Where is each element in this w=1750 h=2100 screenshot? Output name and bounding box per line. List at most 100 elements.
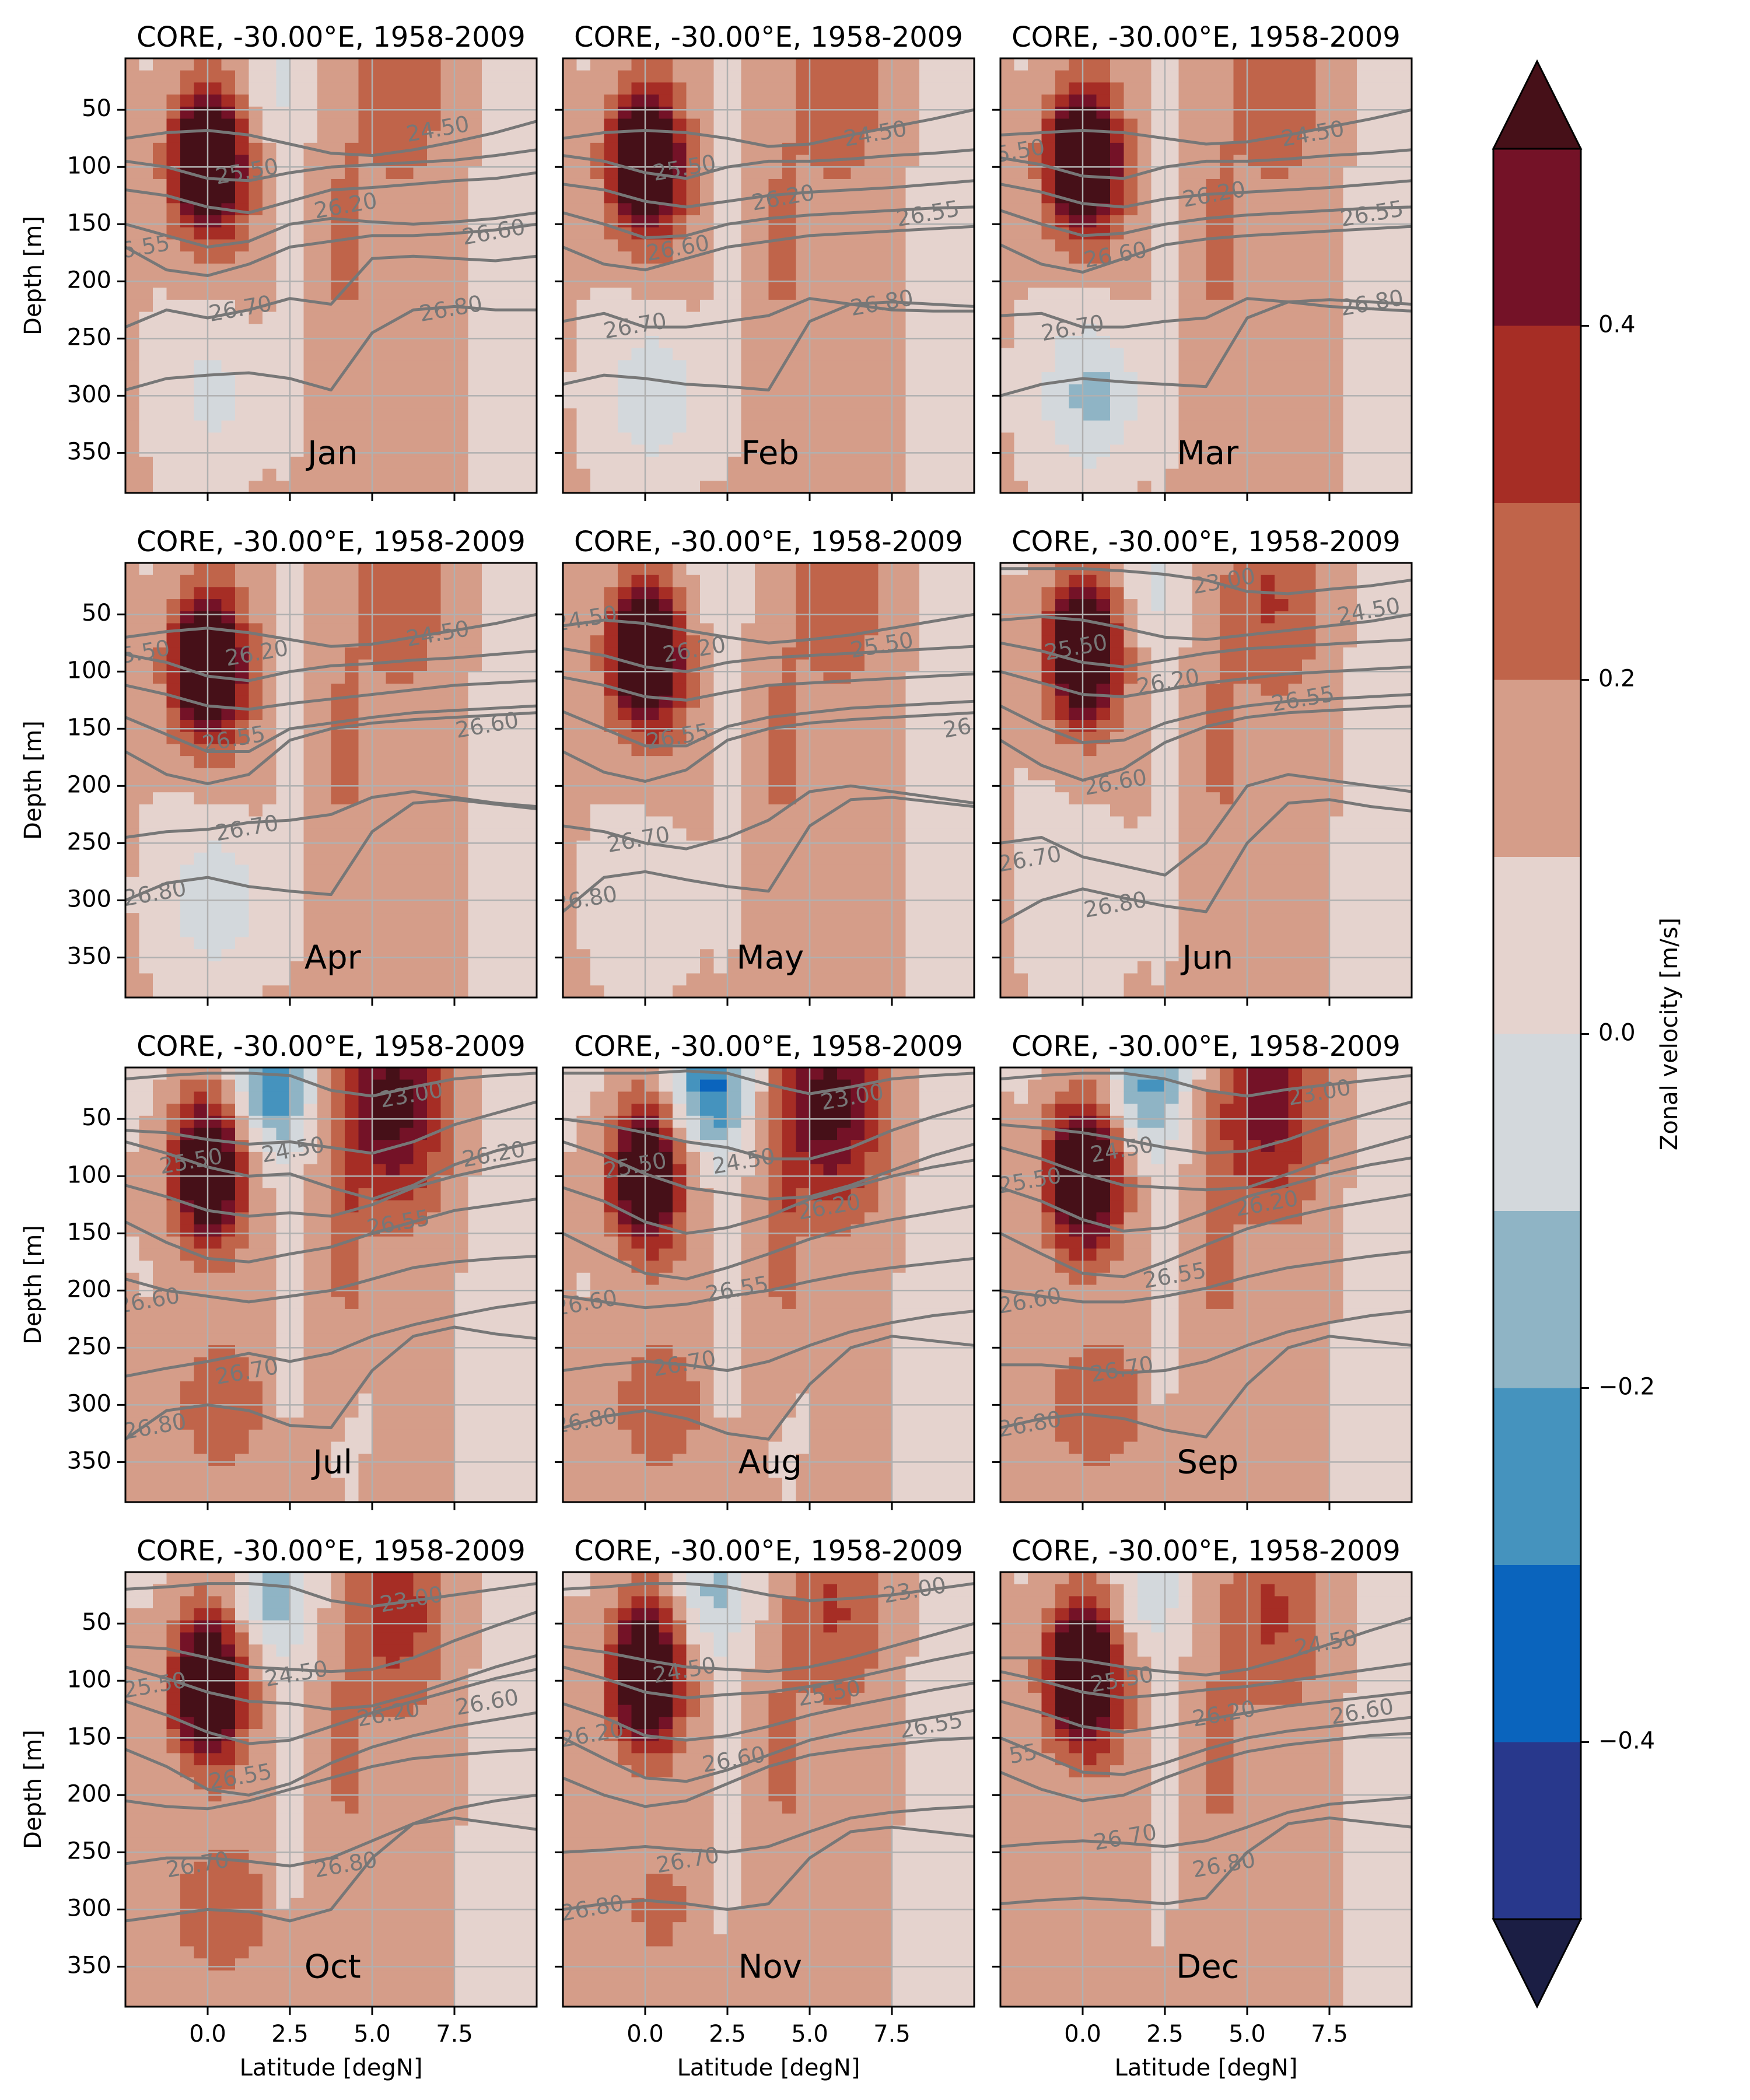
field-cell [454, 816, 469, 829]
field-cell [1096, 82, 1111, 95]
field-cell [166, 671, 181, 684]
field-cell [262, 888, 277, 902]
field-cell [1138, 178, 1152, 192]
field-cell [1178, 82, 1193, 95]
field-cell [768, 456, 783, 470]
field-cell [618, 324, 632, 337]
field-cell [1384, 456, 1399, 470]
field-cell [1398, 372, 1412, 385]
field-cell [1247, 348, 1262, 360]
field-cell [782, 203, 797, 216]
field-cell [358, 611, 373, 624]
field-cell [796, 167, 810, 180]
field-cell [960, 396, 974, 409]
field-cell [495, 58, 510, 71]
field-cell [892, 324, 907, 337]
field-cell [523, 864, 537, 877]
field-cell [631, 178, 646, 192]
field-cell [290, 804, 304, 817]
field-cell [741, 671, 755, 684]
field-cell [427, 360, 442, 373]
field-cell [659, 106, 673, 120]
field-cell [386, 888, 400, 902]
field-cell [673, 481, 687, 493]
field-cell [673, 973, 687, 986]
field-cell [1206, 142, 1220, 156]
field-cell [1275, 191, 1289, 204]
field-cell [454, 372, 469, 385]
field-cell [604, 444, 618, 457]
field-cell [631, 744, 646, 757]
field-cell [372, 58, 387, 71]
field-cell [1083, 408, 1097, 421]
field-cell [1000, 58, 1015, 71]
field-cell [1014, 481, 1028, 493]
field-cell [563, 563, 578, 576]
field-cell [345, 756, 359, 769]
field-cell [454, 683, 469, 696]
field-cell [303, 106, 318, 120]
field-cell [290, 901, 304, 914]
field-cell [482, 744, 496, 757]
field-cell [1220, 263, 1234, 276]
field-cell [468, 384, 482, 397]
field-cell [372, 623, 387, 636]
field-cell [1247, 288, 1262, 300]
field-cell [166, 925, 181, 938]
field-cell [727, 985, 742, 998]
field-cell [686, 792, 701, 805]
field-cell [1261, 263, 1275, 276]
field-cell [1014, 263, 1028, 276]
field-cell [1124, 239, 1138, 252]
field-cell [659, 804, 673, 817]
field-cell [1206, 408, 1220, 421]
field-cell [1028, 82, 1042, 95]
field-cell [1192, 82, 1207, 95]
field-cell [1178, 203, 1193, 216]
field-cell [631, 575, 646, 587]
field-cell [864, 263, 879, 276]
field-cell [440, 852, 455, 865]
field-cell [523, 239, 537, 252]
field-cell [631, 599, 646, 612]
field-cell [590, 575, 605, 587]
field-cell [1220, 142, 1234, 156]
field-cell [850, 106, 865, 120]
field-cell [1261, 481, 1275, 493]
field-cell [1384, 58, 1399, 71]
field-cell [1069, 142, 1083, 156]
field-cell [1041, 299, 1056, 313]
field-cell [659, 58, 673, 71]
field-cell [262, 191, 277, 204]
field-cell [576, 732, 591, 745]
field-cell [495, 852, 510, 865]
field-cell [1357, 456, 1371, 470]
field-cell [468, 804, 482, 817]
field-cell [1138, 481, 1152, 493]
field-cell [892, 481, 907, 493]
field-cell [345, 396, 359, 409]
field-cell [905, 251, 920, 264]
field-cell [1343, 155, 1357, 167]
field-cell [1138, 348, 1152, 360]
field-cell [919, 70, 934, 83]
field-cell [1384, 251, 1399, 264]
field-cell [659, 215, 673, 228]
field-cell [727, 227, 742, 240]
field-cell [413, 695, 428, 708]
field-cell [645, 611, 660, 624]
field-cell [1083, 456, 1097, 470]
field-cell [125, 118, 140, 131]
field-cell [905, 360, 920, 373]
field-cell [686, 396, 701, 409]
field-cell [1083, 106, 1097, 120]
field-cell [1206, 118, 1220, 131]
field-cell [768, 82, 783, 95]
field-cell [482, 949, 496, 962]
field-cell [590, 985, 605, 998]
field-cell [358, 756, 373, 769]
field-cell [631, 563, 646, 576]
field-cell [960, 251, 974, 264]
field-cell [262, 949, 277, 962]
field-cell [631, 973, 646, 986]
